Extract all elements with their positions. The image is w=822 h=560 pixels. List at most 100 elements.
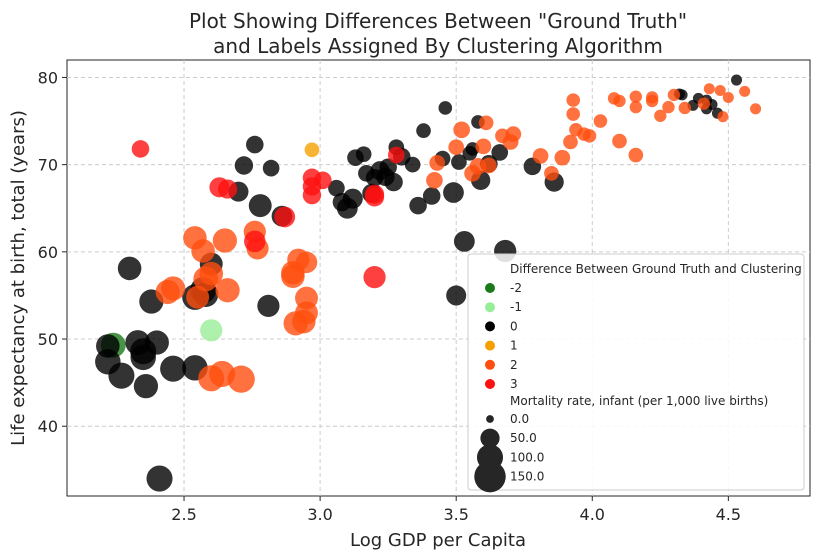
legend-size-label: 100.0 bbox=[510, 450, 544, 464]
y-tick-label: 70 bbox=[38, 156, 58, 175]
data-point-1 bbox=[304, 142, 320, 158]
data-point-2 bbox=[697, 97, 711, 110]
data-point-2 bbox=[212, 228, 237, 253]
data-point-3 bbox=[131, 140, 150, 158]
legend-box bbox=[467, 253, 805, 491]
data-point-2 bbox=[227, 365, 255, 393]
data-point-0 bbox=[262, 159, 280, 177]
data-point-2 bbox=[613, 94, 626, 108]
legend-marker--2 bbox=[485, 283, 495, 293]
data-point-0 bbox=[404, 156, 421, 173]
data-point-2 bbox=[739, 85, 751, 97]
data-point-2 bbox=[717, 111, 729, 123]
data-point-0 bbox=[160, 355, 187, 382]
data-point-2 bbox=[662, 100, 675, 114]
legend-marker-1 bbox=[485, 340, 495, 351]
data-point-2 bbox=[722, 91, 734, 104]
legend-hue-title: Difference Between Ground Truth and Clus… bbox=[510, 262, 802, 276]
data-point-0 bbox=[416, 123, 431, 138]
data-point-2 bbox=[426, 172, 443, 189]
data-point-2 bbox=[295, 251, 318, 274]
data-point-2 bbox=[532, 148, 549, 164]
legend: Difference Between Ground Truth and Clus… bbox=[467, 253, 805, 493]
data-point-2 bbox=[199, 261, 224, 286]
legend-marker-2 bbox=[485, 359, 495, 370]
data-point-0 bbox=[355, 146, 372, 163]
data-point-2 bbox=[544, 166, 559, 181]
data-point-2 bbox=[554, 149, 571, 166]
data-point-0 bbox=[730, 74, 743, 86]
data-point-2 bbox=[629, 90, 643, 103]
data-point-3 bbox=[364, 184, 385, 204]
x-tick-label: 3.5 bbox=[443, 505, 468, 524]
data-point-2 bbox=[667, 88, 681, 102]
x-tick-label: 3.0 bbox=[307, 505, 332, 524]
data-point-2 bbox=[678, 101, 691, 115]
data-point-3 bbox=[217, 179, 238, 199]
data-point-0 bbox=[384, 172, 403, 192]
data-point-0 bbox=[379, 158, 397, 177]
x-axis-label: Log GDP per Capita bbox=[350, 530, 526, 551]
legend-marker--1 bbox=[485, 302, 495, 313]
y-axis-label: Life expectancy at birth, total (years) bbox=[8, 110, 29, 446]
data-point-0 bbox=[117, 256, 142, 281]
data-point-2 bbox=[612, 133, 627, 149]
data-point-2 bbox=[654, 109, 667, 122]
data-point-3 bbox=[274, 206, 296, 228]
legend-label-3: 3 bbox=[510, 377, 518, 391]
data-point-0 bbox=[248, 194, 272, 218]
data-point-2 bbox=[505, 126, 522, 142]
data-point-0 bbox=[146, 465, 173, 492]
data-point-2 bbox=[563, 134, 578, 150]
legend-size-marker bbox=[474, 460, 506, 493]
legend-label--2: -2 bbox=[510, 281, 522, 295]
data-point-2 bbox=[582, 129, 597, 143]
data-point-2 bbox=[703, 83, 715, 95]
data-point-2 bbox=[191, 239, 215, 263]
data-point--1 bbox=[200, 319, 223, 342]
data-point-0 bbox=[133, 374, 159, 399]
data-points bbox=[95, 74, 762, 492]
legend-size-label: 150.0 bbox=[510, 470, 544, 484]
y-tick-label: 40 bbox=[38, 417, 58, 436]
data-point-2 bbox=[566, 107, 581, 121]
data-point-2 bbox=[628, 147, 644, 163]
data-point-0 bbox=[234, 156, 254, 175]
data-point-3 bbox=[244, 230, 266, 253]
data-point-2 bbox=[750, 103, 762, 115]
data-point-2 bbox=[645, 94, 659, 108]
y-tick-label: 60 bbox=[38, 243, 58, 262]
data-point-2 bbox=[161, 276, 186, 301]
y-tick-label: 50 bbox=[38, 330, 58, 349]
data-point-0 bbox=[422, 187, 441, 205]
data-point-0 bbox=[438, 101, 453, 115]
data-point-0 bbox=[451, 154, 467, 170]
data-point-0 bbox=[246, 135, 264, 154]
data-point-0 bbox=[446, 285, 467, 306]
data-point-3 bbox=[387, 146, 405, 164]
data-point-2 bbox=[714, 84, 726, 97]
data-point-0 bbox=[453, 230, 475, 252]
legend-marker-3 bbox=[485, 379, 495, 389]
data-point-2 bbox=[448, 139, 465, 156]
data-point-0 bbox=[328, 179, 345, 197]
data-point-2 bbox=[566, 93, 581, 107]
data-point-2 bbox=[215, 278, 240, 303]
x-tick-label: 4.5 bbox=[716, 505, 741, 524]
chart-title-line-2: and Labels Assigned By Clustering Algori… bbox=[213, 34, 663, 58]
x-tick-label: 4.0 bbox=[580, 505, 605, 524]
data-point-3 bbox=[314, 171, 332, 190]
data-point-0 bbox=[108, 362, 135, 389]
data-point-0 bbox=[342, 188, 363, 209]
data-point-2 bbox=[453, 121, 470, 139]
data-point-2 bbox=[481, 157, 497, 174]
legend-label--1: -1 bbox=[510, 300, 522, 314]
legend-size-marker bbox=[480, 428, 500, 448]
y-tick-label: 80 bbox=[38, 68, 58, 87]
data-point-2 bbox=[429, 155, 445, 171]
legend-label-0: 0 bbox=[510, 319, 518, 333]
data-point-0 bbox=[130, 338, 157, 365]
data-point-2 bbox=[478, 115, 494, 131]
data-point-0 bbox=[409, 196, 427, 215]
